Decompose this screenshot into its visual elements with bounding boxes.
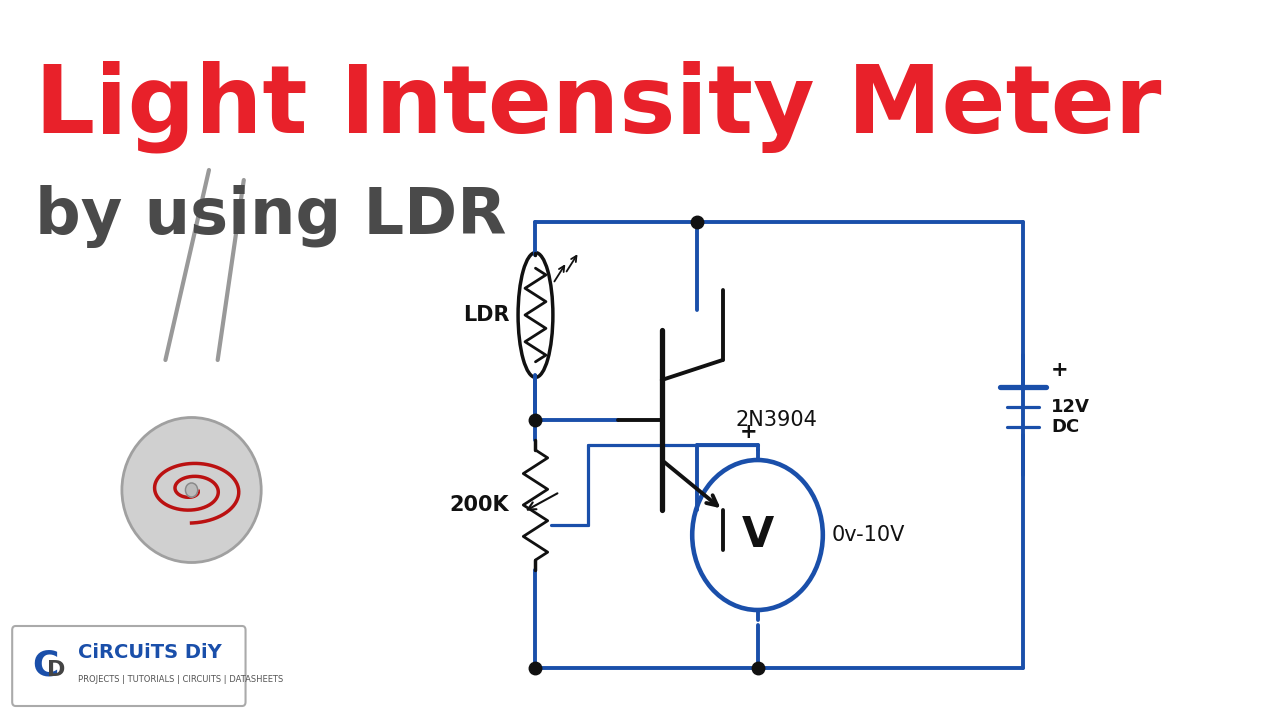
Text: +: + [740, 422, 758, 442]
Text: D: D [46, 660, 65, 680]
Text: C: C [32, 649, 59, 683]
Text: +: + [1051, 360, 1069, 380]
Text: CiRCUiTS DiY: CiRCUiTS DiY [78, 642, 223, 662]
Text: V: V [741, 514, 773, 556]
Text: by using LDR: by using LDR [35, 185, 507, 248]
Text: 0v-10V: 0v-10V [832, 525, 905, 545]
Text: Light Intensity Meter: Light Intensity Meter [35, 60, 1161, 153]
Text: 2N3904: 2N3904 [736, 410, 818, 430]
Text: LDR: LDR [463, 305, 509, 325]
Text: 200K: 200K [449, 495, 509, 515]
Text: PROJECTS | TUTORIALS | CIRCUITS | DATASHEETS: PROJECTS | TUTORIALS | CIRCUITS | DATASH… [78, 675, 284, 685]
FancyBboxPatch shape [13, 626, 246, 706]
Text: DC: DC [1051, 418, 1079, 436]
Circle shape [186, 483, 197, 497]
Text: 12V: 12V [1051, 398, 1089, 416]
Ellipse shape [122, 418, 261, 562]
